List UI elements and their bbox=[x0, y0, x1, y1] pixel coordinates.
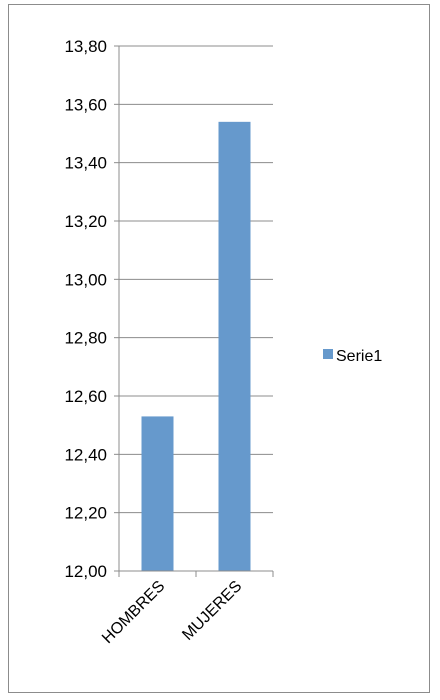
legend: Serie1 bbox=[323, 348, 382, 365]
y-tick-label: 12,40 bbox=[64, 445, 107, 464]
x-axis: HOMBRES MUJERES bbox=[99, 570, 274, 647]
legend-label-serie1: Serie1 bbox=[336, 348, 382, 365]
y-tick-label: 12,00 bbox=[64, 562, 107, 581]
x-category-label: HOMBRES bbox=[99, 578, 168, 647]
y-tick-label: 12,80 bbox=[64, 329, 107, 348]
y-tick-label: 13,00 bbox=[64, 270, 107, 289]
legend-swatch-serie1 bbox=[323, 349, 333, 359]
bar-hombres bbox=[141, 416, 174, 571]
bars bbox=[141, 121, 251, 571]
y-tick-label: 13,40 bbox=[64, 154, 107, 173]
x-category-label: MUJERES bbox=[179, 578, 245, 644]
y-tick-label: 12,20 bbox=[64, 504, 107, 523]
y-tick-label: 13,80 bbox=[64, 37, 107, 56]
y-tick-label: 13,20 bbox=[64, 212, 107, 231]
y-tick-label: 12,60 bbox=[64, 387, 107, 406]
bar-mujeres bbox=[218, 121, 251, 571]
y-axis: 12,00 12,20 12,40 12,60 12,80 13,00 13,20 13,40… bbox=[64, 37, 120, 581]
y-tick-label: 13,60 bbox=[64, 95, 107, 114]
